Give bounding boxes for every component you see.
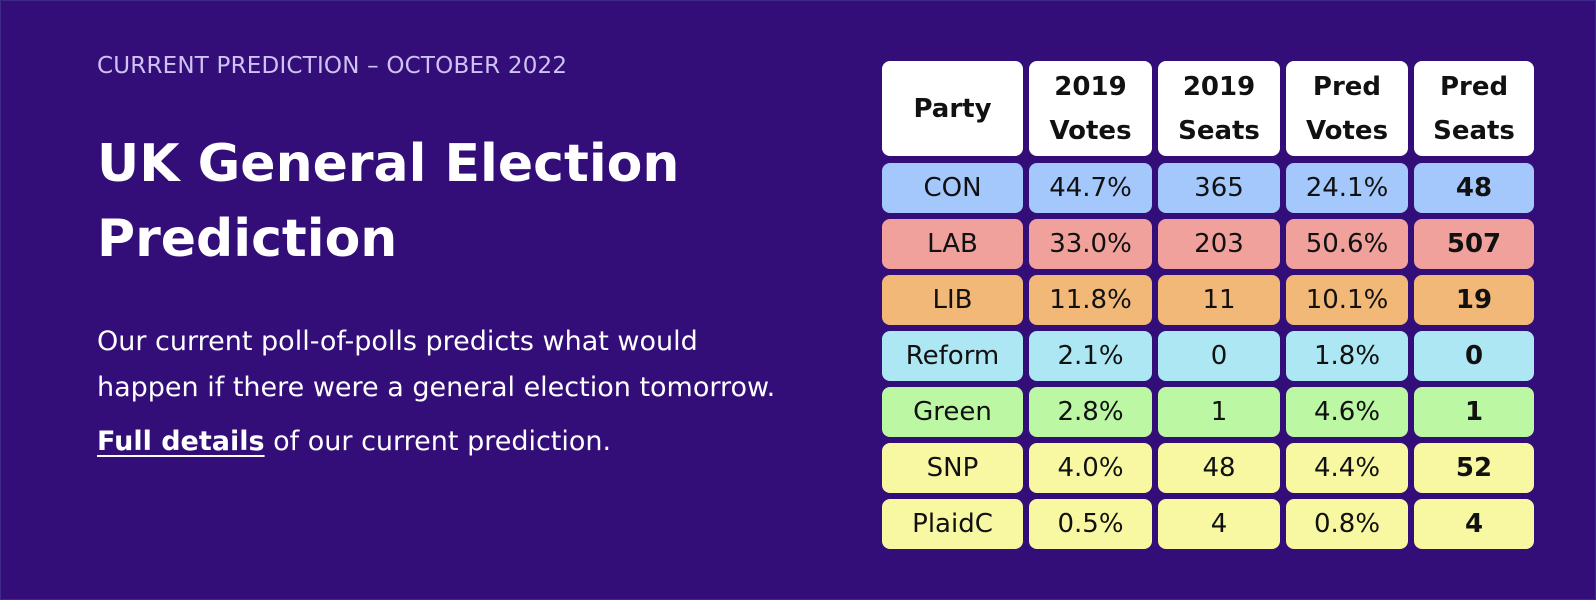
cell-votes-2019: 33.0% [1029, 219, 1152, 269]
cell-pred-seats: 1 [1414, 387, 1534, 437]
header-text: Seats [1178, 115, 1260, 146]
cell-pred-votes: 50.6% [1286, 219, 1408, 269]
header-pred-votes: Pred Votes [1286, 61, 1408, 156]
cell-pred-votes: 4.6% [1286, 387, 1408, 437]
header-text: Pred [1439, 71, 1509, 102]
cell-party: CON [882, 163, 1023, 213]
cell-pred-votes: 0.8% [1286, 499, 1408, 549]
intro-section: CURRENT PREDICTION – OCTOBER 2022 UK Gen… [97, 53, 797, 462]
cell-pred-seats: 507 [1414, 219, 1534, 269]
header-text: Pred [1312, 71, 1382, 102]
header-seats-2019: 2019 Seats [1158, 61, 1280, 156]
title-line-1: UK General Election [97, 134, 680, 194]
cell-votes-2019: 11.8% [1029, 275, 1152, 325]
header-text: Votes [1049, 115, 1132, 146]
title-line-2: Prediction [97, 209, 398, 269]
details-rest-text: of our current prediction. [264, 426, 612, 457]
cell-votes-2019: 4.0% [1029, 443, 1152, 493]
cell-votes-2019: 2.8% [1029, 387, 1152, 437]
cell-pred-seats: 19 [1414, 275, 1534, 325]
details-sentence: Full details of our current prediction. [97, 422, 797, 462]
cell-pred-votes: 24.1% [1286, 163, 1408, 213]
cell-votes-2019: 2.1% [1029, 331, 1152, 381]
cell-pred-seats: 48 [1414, 163, 1534, 213]
cell-party: PlaidC [882, 499, 1023, 549]
page-title: UK General Election Prediction [97, 127, 797, 277]
cell-votes-2019: 0.5% [1029, 499, 1152, 549]
header-pred-seats: Pred Seats [1414, 61, 1534, 156]
description-text: Our current poll-of-polls predicts what … [97, 326, 776, 403]
header-text: 2019 [1054, 71, 1127, 102]
cell-pred-seats: 4 [1414, 499, 1534, 549]
header-text: 2019 [1182, 71, 1256, 102]
header-text: Party [913, 93, 992, 124]
eyebrow-label: CURRENT PREDICTION – OCTOBER 2022 [97, 53, 568, 79]
cell-party: LAB [882, 219, 1023, 269]
header-party: Party [882, 61, 1023, 156]
cell-seats-2019: 203 [1158, 219, 1280, 269]
cell-seats-2019: 365 [1158, 163, 1280, 213]
header-votes-2019: 2019 Votes [1029, 61, 1152, 156]
cell-votes-2019: 44.7% [1029, 163, 1152, 213]
cell-party: LIB [882, 275, 1023, 325]
cell-seats-2019: 4 [1158, 499, 1280, 549]
cell-seats-2019: 11 [1158, 275, 1280, 325]
cell-party: Green [882, 387, 1023, 437]
cell-seats-2019: 0 [1158, 331, 1280, 381]
cell-pred-votes: 4.4% [1286, 443, 1408, 493]
cell-pred-seats: 52 [1414, 443, 1534, 493]
cell-pred-votes: 10.1% [1286, 275, 1408, 325]
cell-party: SNP [882, 443, 1023, 493]
header-text: Votes [1305, 115, 1389, 146]
cell-pred-seats: 0 [1414, 331, 1534, 381]
cell-party: Reform [882, 331, 1023, 381]
cell-seats-2019: 1 [1158, 387, 1280, 437]
header-text: Seats [1433, 115, 1515, 146]
cell-pred-votes: 1.8% [1286, 331, 1408, 381]
full-details-link[interactable]: Full details [97, 426, 265, 457]
cell-seats-2019: 48 [1158, 443, 1280, 493]
